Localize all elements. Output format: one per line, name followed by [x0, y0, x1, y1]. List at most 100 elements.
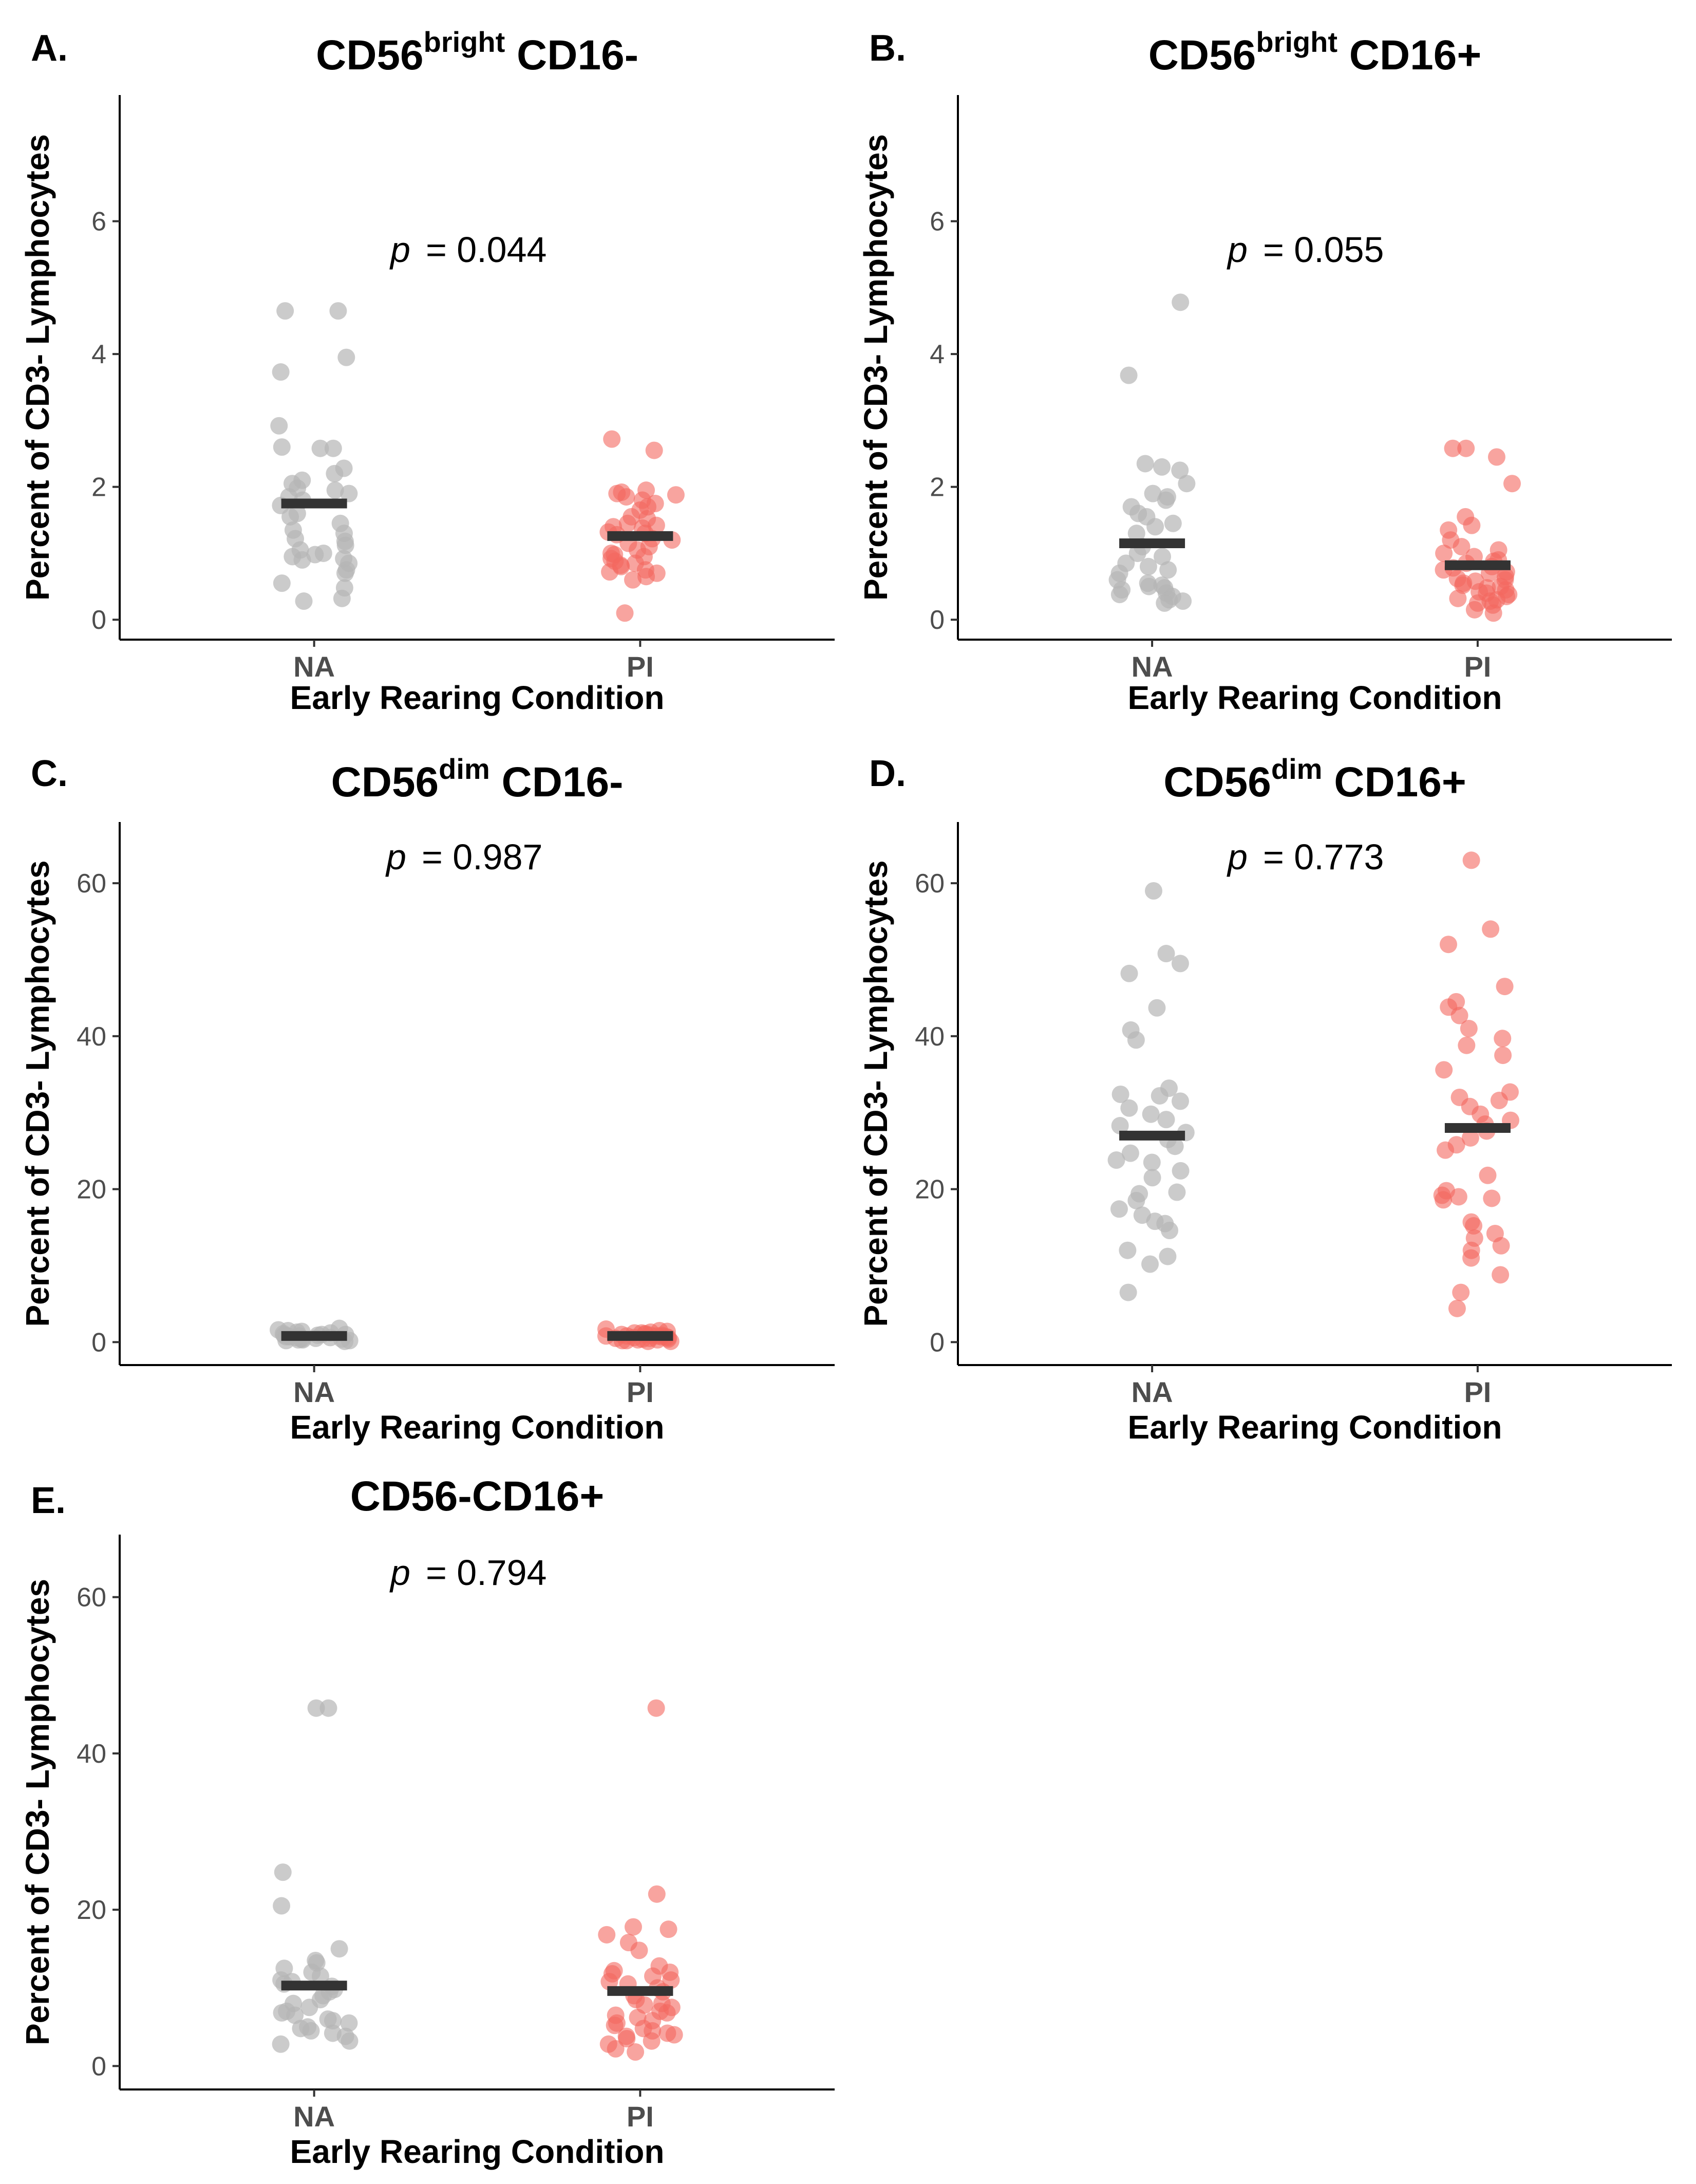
data-point-pi — [627, 2043, 645, 2061]
data-point-na — [1172, 1162, 1190, 1180]
y-tick-label: 0 — [91, 1328, 106, 1357]
data-point-pi — [1449, 1188, 1467, 1206]
data-point-pi — [1460, 1019, 1478, 1037]
data-point-na — [1143, 1153, 1161, 1171]
p-symbol: p — [1227, 230, 1248, 270]
p-symbol: p — [389, 230, 410, 270]
data-point-na — [1166, 1137, 1184, 1155]
data-point-pi — [648, 1885, 666, 1903]
data-point-na — [1178, 475, 1196, 493]
data-point-na — [273, 2004, 291, 2022]
p-symbol: p — [389, 1553, 410, 1593]
data-point-na — [336, 536, 354, 554]
x-axis-title: Early Rearing Condition — [1128, 679, 1502, 716]
y-tick-label: 60 — [77, 1583, 106, 1613]
data-point-na — [1157, 491, 1175, 509]
data-point-na — [1120, 1099, 1138, 1117]
data-point-na — [1107, 1151, 1125, 1169]
data-point-pi — [618, 514, 636, 532]
data-point-pi — [1452, 1283, 1470, 1301]
x-tick-label-pi: PI — [1464, 650, 1491, 683]
y-tick-label: 20 — [77, 1895, 106, 1925]
title-base: CD56-CD16+ — [350, 1473, 604, 1520]
title-base: CD56 — [1148, 32, 1256, 79]
data-point-na — [1119, 1283, 1137, 1301]
data-point-na — [336, 564, 354, 582]
y-tick-label: 0 — [91, 2051, 106, 2081]
data-point-na — [286, 2006, 304, 2024]
p-value-annotation: p = 0.044 — [389, 230, 547, 270]
data-point-pi — [1458, 1036, 1476, 1054]
p-value-annotation: p = 0.987 — [385, 837, 542, 877]
y-axis-title: Percent of CD3- Lymphocytes — [19, 1579, 56, 2045]
data-point-pi — [1450, 1006, 1468, 1024]
data-point-na — [300, 1999, 318, 2017]
x-axis-title: Early Rearing Condition — [290, 679, 665, 716]
x-tick-label-pi: PI — [627, 650, 654, 683]
x-tick-label-na: NA — [293, 2100, 335, 2133]
data-point-na — [330, 1940, 348, 1958]
data-point-na — [272, 2035, 290, 2053]
panel-letter: E. — [31, 1480, 66, 1521]
data-point-pi — [1492, 1237, 1510, 1255]
data-point-na — [1143, 1169, 1161, 1187]
data-point-pi — [665, 2026, 683, 2044]
data-point-na — [1157, 945, 1175, 963]
p-value-annotation: p = 0.055 — [1227, 230, 1384, 270]
data-point-na — [337, 348, 355, 366]
data-point-pi — [1461, 1129, 1479, 1147]
data-point-pi — [1435, 1061, 1453, 1079]
y-tick-label: 6 — [91, 207, 106, 237]
data-point-na — [326, 481, 344, 499]
data-point-pi — [598, 1926, 616, 1944]
data-point-pi — [1449, 589, 1467, 607]
x-axis-title: Early Rearing Condition — [290, 2133, 665, 2170]
y-tick-label: 40 — [77, 1739, 106, 1769]
data-point-pi — [1453, 538, 1471, 556]
data-point-na — [1144, 484, 1162, 502]
data-point-pi — [601, 563, 619, 581]
data-point-pi — [645, 441, 663, 459]
title-rest: CD16+ — [1322, 759, 1466, 806]
data-point-na — [274, 1863, 292, 1881]
p-value: = 0.987 — [422, 837, 543, 877]
data-point-na — [1148, 999, 1166, 1017]
p-symbol: p — [1227, 837, 1248, 877]
data-point-pi — [1435, 1191, 1453, 1209]
y-tick-label: 4 — [91, 340, 106, 369]
data-point-pi — [1482, 920, 1500, 938]
x-tick-label-na: NA — [293, 650, 335, 683]
data-point-pi — [1503, 475, 1521, 493]
data-point-na — [1111, 1085, 1129, 1103]
data-point-na — [1128, 544, 1146, 562]
data-point-na — [1119, 1241, 1137, 1259]
x-axis-title: Early Rearing Condition — [1128, 1409, 1502, 1446]
y-tick-label: 0 — [930, 1328, 945, 1357]
data-point-pi — [1457, 439, 1475, 457]
title-rest: CD16- — [505, 32, 638, 79]
data-point-na — [333, 589, 351, 607]
title-superscript: dim — [1271, 753, 1323, 785]
data-point-na — [273, 574, 291, 592]
data-point-na — [270, 417, 288, 435]
panel-letter: A. — [31, 28, 68, 69]
panel-c: C. CD56dim CD16- p = 0.987 0 20 40 60 NA PIEarly … — [19, 753, 835, 1446]
data-point-pi — [1487, 448, 1505, 466]
p-value: = 0.773 — [1263, 837, 1384, 877]
panel-title: CD56bright CD16- — [316, 26, 638, 79]
data-point-na — [1146, 518, 1164, 536]
panel-title: CD56dim CD16- — [331, 753, 624, 806]
data-point-pi — [1448, 1299, 1466, 1317]
data-point-pi — [606, 2017, 624, 2034]
p-value: = 0.055 — [1263, 230, 1384, 270]
data-point-na — [341, 2032, 359, 2050]
title-superscript: bright — [424, 26, 505, 58]
data-point-na — [1171, 461, 1189, 479]
data-point-pi — [1435, 544, 1453, 562]
data-point-na — [340, 484, 358, 502]
x-tick-label-na: NA — [1132, 650, 1173, 683]
data-point-na — [1140, 577, 1158, 595]
y-axis-title: Percent of CD3- Lymphocytes — [857, 860, 894, 1327]
y-tick-label: 0 — [930, 605, 945, 635]
